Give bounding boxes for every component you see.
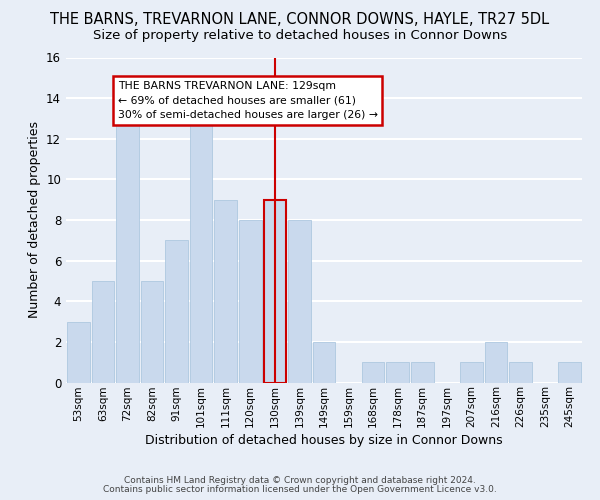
- Y-axis label: Number of detached properties: Number of detached properties: [28, 122, 41, 318]
- Bar: [485, 342, 508, 382]
- Bar: [288, 220, 311, 382]
- Bar: [411, 362, 434, 382]
- Bar: [116, 118, 139, 382]
- Bar: [362, 362, 385, 382]
- Bar: [263, 200, 286, 382]
- Bar: [67, 322, 89, 382]
- Bar: [239, 220, 262, 382]
- Text: THE BARNS, TREVARNON LANE, CONNOR DOWNS, HAYLE, TR27 5DL: THE BARNS, TREVARNON LANE, CONNOR DOWNS,…: [50, 12, 550, 28]
- Bar: [190, 118, 212, 382]
- Bar: [509, 362, 532, 382]
- Bar: [92, 281, 114, 382]
- Bar: [140, 281, 163, 382]
- Bar: [214, 200, 237, 382]
- Bar: [460, 362, 483, 382]
- Bar: [313, 342, 335, 382]
- Text: THE BARNS TREVARNON LANE: 129sqm
← 69% of detached houses are smaller (61)
30% o: THE BARNS TREVARNON LANE: 129sqm ← 69% o…: [118, 81, 377, 120]
- Text: Size of property relative to detached houses in Connor Downs: Size of property relative to detached ho…: [93, 29, 507, 42]
- Bar: [559, 362, 581, 382]
- X-axis label: Distribution of detached houses by size in Connor Downs: Distribution of detached houses by size …: [145, 434, 503, 448]
- Text: Contains public sector information licensed under the Open Government Licence v3: Contains public sector information licen…: [103, 484, 497, 494]
- Text: Contains HM Land Registry data © Crown copyright and database right 2024.: Contains HM Land Registry data © Crown c…: [124, 476, 476, 485]
- Bar: [165, 240, 188, 382]
- Bar: [386, 362, 409, 382]
